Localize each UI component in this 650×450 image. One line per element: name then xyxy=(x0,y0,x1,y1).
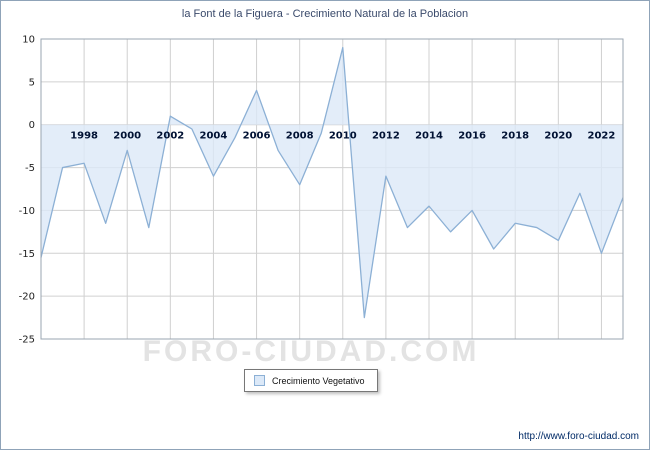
chart-title: la Font de la Figuera - Crecimiento Natu… xyxy=(181,8,469,20)
y-tick-label: -15 xyxy=(19,249,35,260)
x-tick-label: 2004 xyxy=(200,131,228,142)
x-tick-label: 1998 xyxy=(70,131,98,142)
x-tick-label: 2018 xyxy=(501,131,529,142)
x-tick-label: 2014 xyxy=(415,131,443,142)
x-tick-label: 2012 xyxy=(372,131,400,142)
x-tick-label: 2008 xyxy=(286,131,314,142)
x-tick-label: 2022 xyxy=(588,131,616,142)
x-tick-label: 2010 xyxy=(329,131,357,142)
y-tick-label: 5 xyxy=(29,77,35,88)
legend-swatch-icon xyxy=(254,375,265,386)
footer-url-link[interactable]: http://www.foro-ciudad.com xyxy=(518,431,639,442)
y-tick-label: -25 xyxy=(19,335,35,346)
legend-label: Crecimiento Vegetativo xyxy=(272,375,365,386)
y-tick-label: -20 xyxy=(19,292,35,303)
legend: Crecimiento Vegetativo xyxy=(244,369,378,392)
x-tick-label: 2002 xyxy=(156,131,184,142)
x-tick-label: 2020 xyxy=(544,131,572,142)
x-tick-label: 2006 xyxy=(243,131,271,142)
x-tick-label: 2016 xyxy=(458,131,486,142)
y-tick-label: 0 xyxy=(29,120,35,131)
plot-border xyxy=(40,38,624,340)
watermark-text: FORO-CIUDAD.COM xyxy=(142,335,480,368)
y-tick-label: -5 xyxy=(25,163,35,174)
y-tick-label: 10 xyxy=(22,35,35,46)
series-line xyxy=(40,46,624,319)
x-tick-label: 2000 xyxy=(113,131,141,142)
y-tick-label: -10 xyxy=(19,206,35,217)
